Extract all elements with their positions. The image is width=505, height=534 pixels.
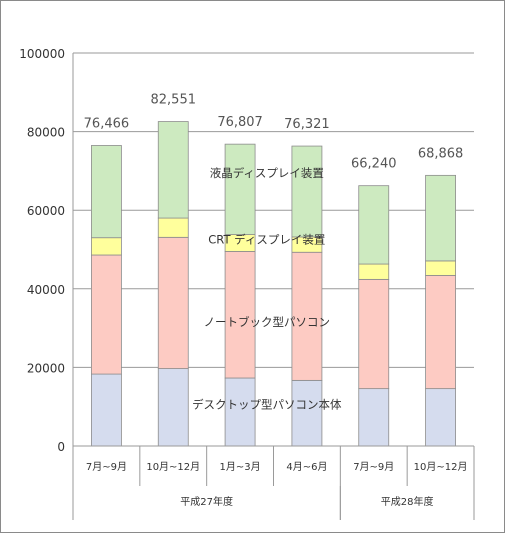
bar-segment: [91, 254, 122, 375]
y-tick-label: 60000: [27, 204, 65, 218]
bar-segment: [224, 377, 256, 447]
bar-segment: [425, 174, 456, 262]
y-tick-label: 0: [57, 440, 65, 454]
bar-segment: [425, 260, 456, 276]
total-label: 76,807: [217, 115, 263, 130]
series-label: CRT ディスプレイ装置: [208, 233, 325, 247]
bar-segment: [291, 251, 323, 381]
bar-segment: [291, 145, 323, 238]
bar-segment: [291, 379, 323, 447]
bar-segment: [425, 275, 456, 390]
category-label: 7月~9月: [86, 461, 127, 473]
bar-segment: [358, 185, 390, 265]
bar-segment: [358, 263, 390, 280]
total-label: 66,240: [351, 157, 397, 172]
y-tick-label: 20000: [27, 361, 65, 375]
bar-segment: [425, 388, 456, 447]
bar-segment: [157, 121, 189, 219]
total-label: 76,321: [284, 117, 330, 132]
bar-segment: [91, 237, 122, 256]
total-labels: 76,466 82,551 76,807 76,321 66,240 68,868: [84, 93, 464, 172]
category-label: 1月~3月: [220, 461, 261, 473]
bar-segment: [157, 217, 189, 238]
bar-segment: [358, 278, 390, 390]
year-label: 平成28年度: [381, 495, 434, 508]
grid-lines: [72, 52, 474, 447]
category-label: 4月~6月: [286, 461, 327, 473]
y-tick-label: 80000: [27, 126, 65, 140]
total-label: 82,551: [151, 93, 197, 108]
total-label: 76,466: [84, 116, 130, 131]
bar-segment: [91, 373, 122, 447]
x-axis: 平成27年度 平成28年度 7月~9月 10月~12月 1月~3月 4月~6月 7月~9月 1…: [72, 445, 475, 520]
bar-segment: [224, 251, 256, 379]
y-axis-tick-labels: 100000 80000 60000 40000 20000 0: [19, 47, 65, 454]
bar-segment: [91, 145, 122, 239]
year-label: 平成27年度: [180, 495, 233, 508]
series-label: デスクトップ型パソコン本体: [192, 398, 342, 412]
series-label: ノートブック型パソコン: [204, 315, 331, 329]
bars: [91, 121, 456, 447]
bar-segment: [157, 368, 189, 447]
bar-segment: [358, 388, 390, 447]
total-label: 68,868: [418, 146, 464, 161]
bar-segment: [224, 143, 256, 235]
y-tick-label: 40000: [27, 283, 65, 297]
bar-segment: [157, 236, 189, 369]
category-label: 7月~9月: [353, 461, 394, 473]
series-label: 液晶ディスプレイ装置: [210, 166, 324, 180]
category-label: 10月~12月: [146, 461, 200, 473]
category-label: 10月~12月: [414, 461, 468, 473]
y-tick-label: 100000: [19, 47, 65, 61]
